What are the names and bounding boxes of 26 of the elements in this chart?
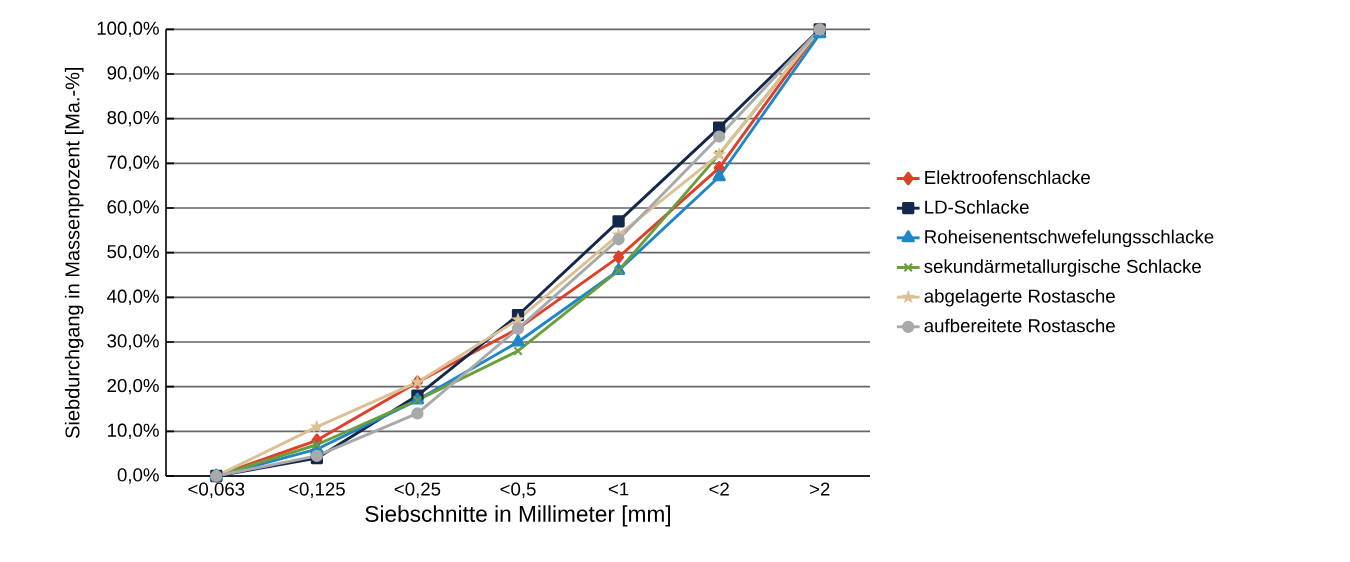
y-tick-label: 10,0% bbox=[108, 423, 159, 440]
x-tick-label: <2 bbox=[709, 482, 729, 496]
y-tick-label: 70,0% bbox=[107, 155, 159, 172]
x-tick-label: <0,125 bbox=[288, 482, 345, 498]
legend-label: Elektroofenschlacke bbox=[925, 170, 1090, 185]
y-tick-label: 90,0% bbox=[107, 66, 159, 82]
y-tick-label: 50,0% bbox=[107, 244, 159, 261]
x-tick-label: <0,25 bbox=[394, 482, 441, 498]
y-tick-label: 30,0% bbox=[107, 334, 159, 350]
legend-label: aufbereitete Rostasche bbox=[924, 318, 1115, 333]
legend-label: abgelagerte Rostasche bbox=[924, 288, 1115, 307]
y-axis-title: Siebdurchgang in Massenprozent [Ma.-%] bbox=[64, 67, 84, 438]
y-tick-label: 60,0% bbox=[107, 200, 159, 216]
x-tick-label: <1 bbox=[608, 482, 629, 496]
legend-label: LD-Schlacke bbox=[925, 200, 1029, 214]
x-tick-label: <0,5 bbox=[500, 482, 536, 498]
x-tick-label: <0,063 bbox=[188, 482, 245, 498]
y-tick-label: 0,0% bbox=[117, 468, 159, 484]
x-tick-label: >2 bbox=[809, 482, 830, 496]
y-tick-label: 40,0% bbox=[107, 289, 159, 306]
y-tick-label: 100,0% bbox=[97, 21, 159, 38]
legend-label: Roheisenentschwefelungsschlacke bbox=[925, 229, 1214, 248]
y-tick-label: 20,0% bbox=[107, 378, 159, 395]
y-tick-label: 80,0% bbox=[107, 110, 159, 127]
x-axis-title: Siebschnitte in Millimeter [mm] bbox=[365, 505, 670, 527]
legend-label: sekundärmetallurgische Schlacke bbox=[924, 259, 1201, 277]
